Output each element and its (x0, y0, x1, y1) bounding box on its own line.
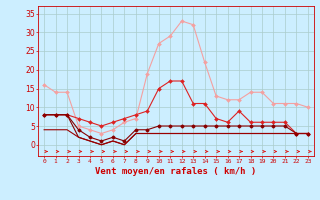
X-axis label: Vent moyen/en rafales ( km/h ): Vent moyen/en rafales ( km/h ) (95, 167, 257, 176)
